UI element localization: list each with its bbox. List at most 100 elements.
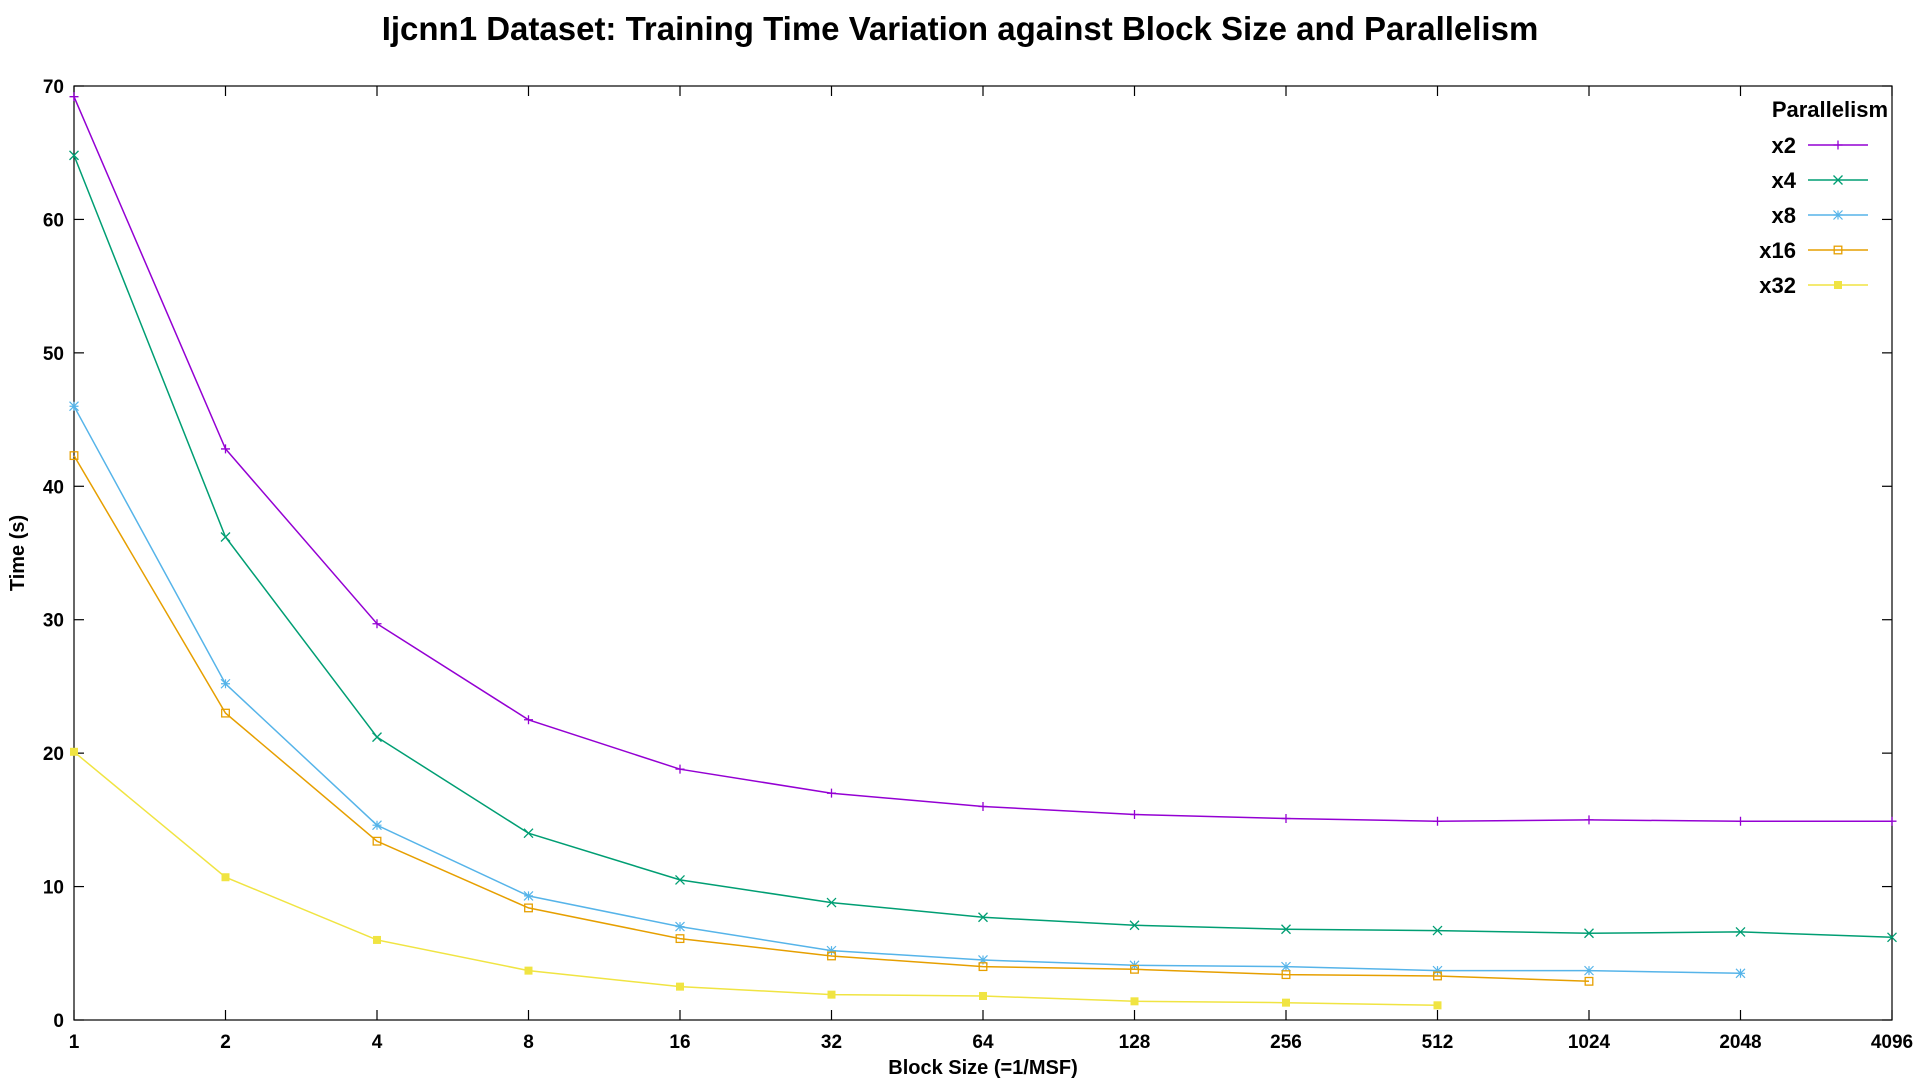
x-tick-label: 256: [1270, 1032, 1302, 1053]
data-point-x8: [69, 401, 79, 412]
data-point-x16: [827, 951, 836, 961]
legend-label: x2: [1772, 133, 1796, 158]
data-point-x16: [978, 962, 988, 972]
series-line-x32: [73, 751, 1438, 1007]
data-point-x8: [523, 890, 534, 901]
series-x4: [69, 150, 1897, 943]
y-tick-label: 20: [43, 744, 64, 765]
x-axis: 1 2 4 8 16 32 64 128 256 512 1024 2048 4096: [69, 86, 1913, 1053]
legend-item: x32: [1759, 273, 1868, 298]
data-point-x8: [1584, 965, 1594, 976]
y-tick-label: 50: [43, 344, 64, 365]
series-line-x8: [73, 405, 1741, 975]
y-tick-label: 60: [43, 210, 64, 231]
x-tick-label: 4: [372, 1032, 383, 1053]
legend-label: x32: [1759, 273, 1796, 298]
data-point-x8: [675, 921, 685, 932]
data-point-x2: [1433, 816, 1442, 826]
legend-marker: [1833, 175, 1843, 185]
legend-marker: [1833, 245, 1843, 255]
data-point-x4: [372, 732, 382, 743]
legend-item: x4: [1772, 168, 1868, 193]
y-axis: 0 10 20 30 40 50 60 70: [43, 77, 1892, 1032]
y-tick-label: 10: [43, 878, 64, 899]
data-point-x32: [221, 873, 230, 882]
series-x8: [69, 401, 1746, 979]
data-point-x8: [1432, 965, 1443, 976]
data-point-x4: [1584, 928, 1594, 939]
data-point-x32: [373, 935, 381, 944]
series-x2: [69, 92, 1897, 826]
x-axis-label: Block Size (=1/MSF): [888, 1057, 1078, 1079]
data-point-x4: [69, 150, 79, 161]
data-point-x16: [221, 708, 230, 718]
legend-marker: [1833, 210, 1843, 220]
data-point-x4: [220, 532, 231, 542]
data-point-x16: [1433, 971, 1442, 981]
legend-item: x16: [1759, 238, 1868, 263]
data-point-x4: [1887, 932, 1897, 943]
y-tick-label: 30: [43, 611, 64, 632]
x-tick-label: 4096: [1871, 1032, 1913, 1053]
y-tick-label: 0: [53, 1011, 64, 1032]
legend-marker: [1833, 140, 1843, 150]
data-point-x8: [826, 945, 837, 956]
legend-item: x8: [1772, 203, 1868, 228]
data-point-x32: [1282, 998, 1290, 1007]
data-point-x8: [1735, 968, 1746, 979]
x-tick-label: 512: [1422, 1032, 1454, 1053]
data-point-x2: [1281, 814, 1291, 824]
data-point-x4: [1735, 926, 1746, 937]
legend-label: x8: [1772, 203, 1796, 228]
y-axis-label: Time (s): [7, 515, 29, 591]
data-point-x16: [524, 903, 533, 913]
data-point-x2: [827, 788, 836, 798]
x-tick-label: 1024: [1568, 1032, 1611, 1053]
data-point-x32: [1130, 997, 1139, 1006]
legend-label: x16: [1759, 238, 1796, 263]
legend-title: Parallelism: [1772, 97, 1888, 122]
x-tick-label: 32: [821, 1032, 842, 1053]
data-point-x8: [372, 820, 382, 831]
x-tick-label: 64: [972, 1032, 994, 1053]
data-point-x32: [676, 982, 684, 991]
data-point-x4: [978, 912, 988, 923]
data-point-x32: [1433, 1001, 1442, 1010]
data-point-x32: [524, 966, 533, 975]
data-point-x16: [372, 836, 382, 846]
legend: Parallelism x2 x4 x8 x16 x32: [1759, 97, 1888, 298]
data-point-x4: [523, 828, 534, 839]
x-tick-label: 8: [523, 1032, 534, 1053]
data-point-x32: [827, 990, 836, 999]
legend-marker: [1834, 281, 1842, 289]
series-line-x16: [73, 455, 1590, 983]
series-layer: [69, 92, 1897, 1010]
data-point-x2: [675, 764, 685, 774]
series-x16: [69, 451, 1594, 986]
data-point-x2: [1584, 815, 1594, 825]
x-tick-label: 16: [669, 1032, 690, 1053]
data-point-x2: [372, 619, 382, 629]
y-tick-label: 70: [43, 77, 64, 98]
data-point-x4: [1129, 920, 1140, 931]
data-point-x16: [1281, 970, 1291, 980]
data-point-x4: [826, 897, 837, 908]
data-point-x16: [675, 934, 685, 944]
data-point-x16: [1584, 976, 1594, 986]
data-point-x8: [978, 955, 988, 965]
x-tick-label: 1: [69, 1032, 80, 1053]
y-tick-label: 40: [43, 477, 64, 498]
data-point-x32: [979, 991, 987, 1000]
data-point-x32: [70, 747, 78, 756]
data-point-x16: [69, 451, 79, 461]
data-point-x2: [1130, 810, 1139, 820]
chart-title: Ijcnn1 Dataset: Training Time Variation …: [382, 10, 1539, 47]
data-point-x4: [1281, 924, 1291, 935]
data-point-x2: [1887, 816, 1897, 826]
x-tick-label: 2048: [1719, 1032, 1761, 1053]
data-point-x2: [221, 444, 230, 454]
legend-label: x4: [1772, 168, 1797, 193]
x-tick-label: 128: [1119, 1032, 1151, 1053]
